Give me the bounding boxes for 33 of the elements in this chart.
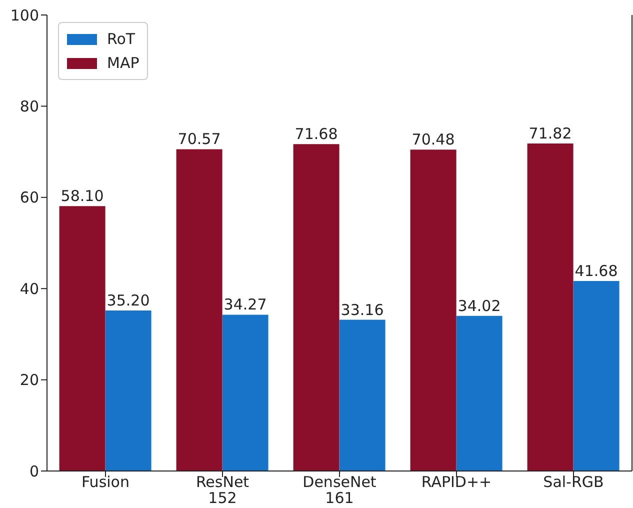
y-tick-label: 0 [29, 462, 39, 480]
bar [59, 206, 106, 471]
data-label: 71.82 [528, 124, 572, 142]
x-tick-label: Fusion [82, 473, 130, 491]
bar [456, 316, 502, 471]
bar [410, 150, 456, 471]
y-tick-label: 60 [20, 188, 39, 207]
y-tick-label: 80 [20, 98, 39, 116]
legend-label: MAP [107, 54, 140, 72]
bar [339, 320, 386, 471]
data-label: 70.48 [412, 130, 455, 149]
x-tick-label: RAPID++ [421, 473, 492, 491]
data-label: 70.57 [178, 130, 221, 148]
legend-label: RoT [107, 30, 136, 48]
data-label: 34.02 [458, 296, 501, 315]
data-label: 35.20 [106, 291, 150, 310]
y-tick-label: 100 [10, 6, 39, 24]
data-label: 33.16 [340, 300, 384, 319]
x-tick-label: Sal-RGB [543, 473, 604, 491]
bar [222, 314, 268, 471]
data-label: 71.68 [294, 125, 338, 144]
x-tick-label: DenseNet 161 [302, 473, 376, 507]
data-label: 58.10 [60, 187, 104, 206]
data-label: 34.27 [224, 296, 267, 314]
data-label: 41.68 [574, 262, 618, 280]
y-tick-label: 20 [20, 371, 39, 390]
bar [176, 149, 222, 471]
y-tick-label: 40 [20, 280, 39, 298]
bar [527, 144, 574, 471]
x-tick-label: ResNet 152 [196, 473, 250, 507]
bar [105, 310, 152, 471]
bar [573, 280, 620, 471]
bar [293, 144, 340, 471]
